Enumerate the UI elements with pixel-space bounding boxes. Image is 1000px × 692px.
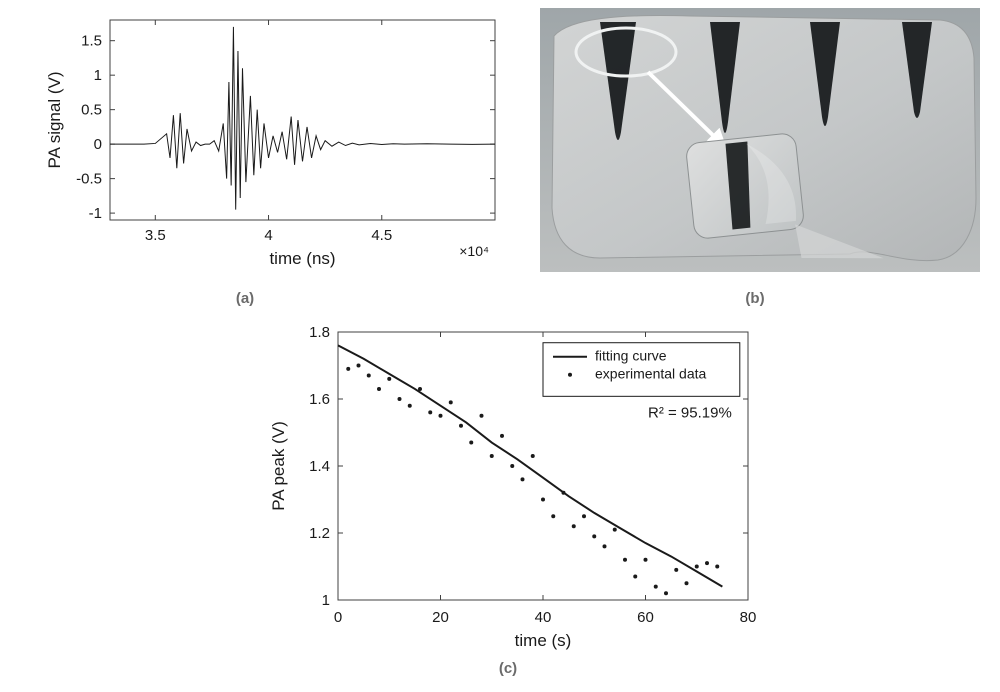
svg-text:experimental data: experimental data (595, 366, 707, 382)
svg-text:fitting curve: fitting curve (595, 348, 667, 364)
svg-text:0: 0 (94, 136, 102, 153)
svg-text:4.5: 4.5 (371, 227, 392, 244)
svg-text:-1: -1 (89, 205, 102, 222)
svg-text:3.5: 3.5 (145, 227, 166, 244)
svg-text:-0.5: -0.5 (76, 171, 102, 188)
chart-c: 1 1.2 1.4 1.6 1.8 0 20 40 60 80 time (s) PA peak (V… (260, 320, 760, 660)
svg-text:0.5: 0.5 (81, 102, 102, 119)
svg-text:20: 20 (432, 609, 449, 626)
figure-container: -1 -0.5 0 0.5 1 1.5 3.5 4 4.5 ×10⁴ time (ns) PA sig… (0, 0, 1000, 692)
panel-a-label: (a) (225, 290, 265, 307)
svg-text:1: 1 (322, 592, 330, 609)
svg-text:time (s): time (s) (515, 631, 572, 650)
panel-b-label: (b) (735, 290, 775, 307)
svg-text:80: 80 (740, 609, 757, 626)
photo-b (540, 8, 980, 272)
svg-text:0: 0 (334, 609, 342, 626)
svg-text:40: 40 (535, 609, 552, 626)
svg-text:PA signal (V): PA signal (V) (45, 71, 64, 168)
svg-text:1.5: 1.5 (81, 33, 102, 50)
panel-c-label: (c) (488, 660, 528, 677)
svg-text:1.2: 1.2 (309, 525, 330, 542)
svg-text:1.4: 1.4 (309, 458, 330, 475)
chart-a-svg: -1 -0.5 0 0.5 1 1.5 3.5 4 4.5 ×10⁴ time (ns) PA sig… (40, 10, 510, 290)
svg-text:PA peak (V): PA peak (V) (269, 421, 288, 510)
svg-text:4: 4 (264, 227, 272, 244)
svg-text:1: 1 (94, 67, 102, 84)
photo-b-svg (540, 8, 980, 272)
svg-text:R² = 95.19%: R² = 95.19% (648, 404, 732, 421)
svg-text:1.8: 1.8 (309, 324, 330, 341)
svg-text:1.6: 1.6 (309, 391, 330, 408)
svg-text:×10⁴: ×10⁴ (459, 243, 489, 259)
svg-text:60: 60 (637, 609, 654, 626)
chart-a: -1 -0.5 0 0.5 1 1.5 3.5 4 4.5 ×10⁴ time (ns) PA sig… (40, 10, 510, 290)
chart-c-svg: 1 1.2 1.4 1.6 1.8 0 20 40 60 80 time (s) PA peak (V… (260, 320, 760, 660)
svg-text:time (ns): time (ns) (269, 249, 335, 268)
